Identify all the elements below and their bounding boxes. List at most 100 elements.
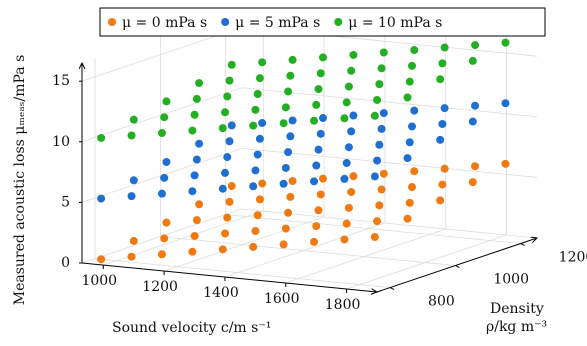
data-point <box>312 222 321 231</box>
data-point <box>318 114 327 123</box>
data-point <box>314 206 323 215</box>
data-point <box>471 41 480 50</box>
data-point <box>160 113 169 122</box>
data-point <box>349 172 358 181</box>
data-point <box>438 59 447 68</box>
data-point <box>188 126 197 135</box>
legend-marker <box>221 18 230 26</box>
data-point <box>468 56 477 65</box>
data-point <box>375 201 384 210</box>
grid-line <box>81 147 538 203</box>
y-axis-unit: ρ/kg m⁻³ <box>486 319 547 335</box>
data-point <box>281 103 290 112</box>
data-point <box>218 124 227 133</box>
data-point <box>284 87 293 96</box>
data-point <box>195 79 204 88</box>
data-point <box>253 150 262 159</box>
data-point <box>281 224 290 233</box>
data-point <box>349 111 358 120</box>
data-point <box>377 64 386 73</box>
z-tick-label: 15 <box>52 73 70 89</box>
data-point <box>375 80 384 89</box>
data-point <box>342 219 351 228</box>
data-point <box>403 93 412 102</box>
data-point <box>286 71 295 80</box>
z-tick-label: 0 <box>61 255 70 271</box>
data-point <box>318 53 327 62</box>
data-point <box>255 74 264 83</box>
data-point <box>190 231 199 240</box>
data-point <box>438 119 447 128</box>
y-tick-label: 1000 <box>493 272 529 288</box>
y-axis-label: Density <box>490 301 544 317</box>
data-point <box>258 58 267 67</box>
z-tick-label: 5 <box>61 194 70 210</box>
data-point <box>288 177 297 186</box>
data-point <box>253 211 262 220</box>
data-point <box>438 180 447 189</box>
data-point <box>258 118 267 127</box>
data-point <box>318 174 327 183</box>
data-point <box>342 159 351 168</box>
data-point <box>403 154 412 163</box>
x-tick-label: 1400 <box>203 285 239 301</box>
data-point <box>370 233 379 242</box>
data-point <box>436 135 445 144</box>
data-point <box>195 139 204 148</box>
y-axis <box>376 238 537 293</box>
data-point <box>227 60 236 69</box>
z-tick-label: 10 <box>52 134 70 150</box>
data-point <box>316 69 325 78</box>
data-point <box>403 214 412 223</box>
x-axis-label: Sound velocity c/m s⁻¹ <box>112 320 271 336</box>
data-point <box>340 235 349 244</box>
data-point <box>314 85 323 94</box>
legend: μ = 0 mPa s μ = 5 mPa s μ = 10 mPa s <box>99 7 546 37</box>
data-point <box>370 111 379 120</box>
data-point <box>410 106 419 115</box>
data-point <box>249 121 258 130</box>
data-point <box>347 66 356 75</box>
data-point <box>410 167 419 176</box>
data-point <box>258 179 267 188</box>
data-point <box>501 38 510 47</box>
data-point <box>129 236 138 245</box>
data-point <box>379 48 388 57</box>
data-point <box>405 138 414 147</box>
data-point <box>192 94 201 103</box>
data-point <box>281 163 290 172</box>
data-point <box>225 197 234 206</box>
data-point <box>221 168 230 177</box>
data-point <box>373 156 382 165</box>
data-point <box>288 116 297 125</box>
z-axis-label: Measured acoustic loss μₘₑₐₛ/mPa s <box>12 55 28 305</box>
y-tick <box>389 287 395 291</box>
grid-line <box>225 14 521 244</box>
data-point <box>436 196 445 205</box>
data-point <box>97 194 106 203</box>
data-point <box>379 109 388 118</box>
legend-marker <box>334 18 343 26</box>
data-point <box>223 92 232 101</box>
data-point <box>160 234 169 243</box>
y-tick <box>455 265 460 268</box>
data-point <box>157 250 166 259</box>
data-point <box>127 252 136 261</box>
data-point <box>407 61 416 70</box>
data-point <box>310 177 319 186</box>
grid-line <box>94 58 391 288</box>
data-point <box>218 184 227 193</box>
data-point <box>279 119 288 128</box>
data-point <box>253 89 262 98</box>
data-point <box>251 227 260 236</box>
x-tick-label: 1000 <box>81 273 117 289</box>
data-point <box>279 240 288 249</box>
legend-label: μ = 10 mPa s <box>348 15 442 31</box>
grid-line <box>224 23 386 278</box>
data-point <box>192 216 201 225</box>
data-point <box>373 95 382 104</box>
data-point <box>316 129 325 138</box>
data-point <box>127 192 136 201</box>
data-point <box>157 189 166 198</box>
data-point <box>440 164 449 173</box>
